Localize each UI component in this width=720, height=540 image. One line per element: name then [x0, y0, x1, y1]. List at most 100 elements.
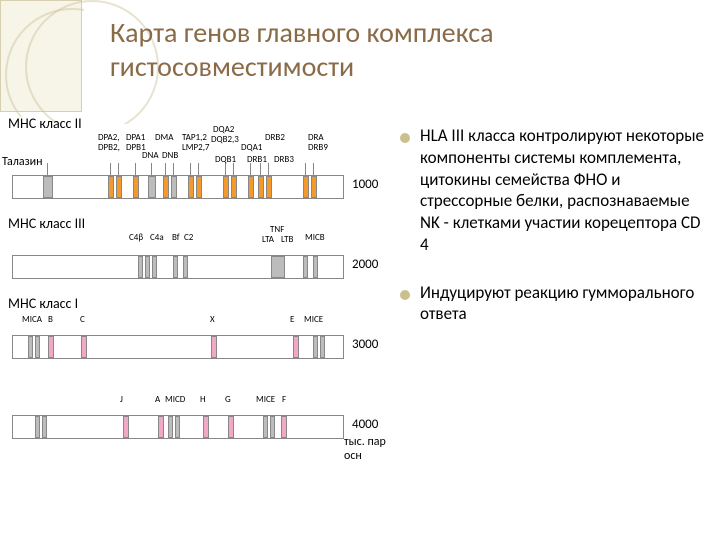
- gene-label: LTB: [281, 235, 293, 245]
- gene-segment: [35, 336, 40, 358]
- gene-label: MICE: [304, 315, 323, 325]
- scale-number: 3000: [352, 337, 378, 352]
- bullet-text: Индуцируют реакцию гумморального ответа: [420, 282, 712, 326]
- gene-segment: [43, 176, 53, 198]
- gene-label: C4a: [150, 233, 164, 243]
- scale-number: 1000: [352, 177, 378, 192]
- gene-map-diagram: ТалазинMHC класс IIDPA2,DPB2,DPA1DPB1DNA…: [0, 115, 390, 535]
- gene-label: Bf: [172, 233, 180, 243]
- gene-segment: [123, 416, 129, 438]
- gene-segment: [263, 416, 268, 438]
- gene-label: H: [200, 395, 206, 405]
- gene-segment: [196, 176, 202, 198]
- pointer-line: [118, 163, 119, 175]
- gene-segment: [231, 176, 237, 198]
- gene-segment: [203, 416, 209, 438]
- gene-label: X: [210, 315, 215, 325]
- gene-segment: [313, 336, 318, 358]
- gene-bar: [12, 415, 344, 439]
- gene-label: C2: [184, 233, 193, 243]
- gene-label: J: [120, 395, 123, 405]
- gene-segment: [320, 336, 325, 358]
- pointer-line: [47, 163, 48, 175]
- scale-number: 2000: [352, 257, 378, 272]
- gene-label: B: [48, 315, 53, 325]
- pointer-line: [165, 163, 166, 175]
- gene-segment: [271, 256, 285, 278]
- gene-segment: [133, 176, 139, 198]
- scale-number: 4000: [352, 417, 378, 432]
- gene-label: MICD: [165, 395, 185, 405]
- gene-label: DPB2,: [98, 143, 120, 153]
- gene-label: E: [290, 315, 294, 325]
- scale-unit: тыс. пар: [344, 435, 386, 449]
- gene-segment: [158, 416, 164, 438]
- gene-segment: [281, 416, 287, 438]
- gene-segment: [303, 176, 309, 198]
- gene-label: MICE: [256, 395, 275, 405]
- pointer-line: [313, 163, 314, 175]
- gene-label: DMA: [155, 133, 173, 143]
- gene-segment: [168, 416, 173, 438]
- bullet-item: HLA III класса контролируют некоторые ко…: [400, 125, 712, 256]
- bullet-list: HLA III класса контролируют некоторые ко…: [400, 125, 712, 351]
- pointer-line: [268, 163, 269, 175]
- gene-segment: [311, 176, 317, 198]
- bullet-text: HLA III класса контролируют некоторые ко…: [420, 125, 712, 256]
- gene-label: MICA: [22, 315, 42, 325]
- gene-segment: [188, 176, 194, 198]
- gene-label: DRB1: [247, 155, 267, 165]
- gene-segment: [266, 176, 272, 198]
- gene-label: F: [282, 395, 286, 405]
- gene-label: MICB: [305, 233, 325, 243]
- gene-segment: [35, 416, 40, 438]
- gene-bar: [12, 175, 344, 199]
- gene-segment: [152, 256, 157, 278]
- gene-segment: [138, 256, 143, 278]
- gene-segment: [173, 256, 178, 278]
- gene-segment: [42, 416, 47, 438]
- bullet-item: Индуцируют реакцию гумморального ответа: [400, 282, 712, 326]
- gene-label: G: [225, 395, 231, 405]
- gene-label: A: [155, 395, 160, 405]
- gene-label: DQB2,3: [211, 135, 239, 145]
- gene-segment: [108, 176, 114, 198]
- row-class-label: MHC класс II: [8, 115, 82, 132]
- bullet-dot-icon: [400, 133, 410, 143]
- gene-segment: [313, 256, 318, 278]
- gene-bar: [12, 335, 344, 359]
- bullet-dot-icon: [400, 290, 410, 300]
- gene-label: C: [80, 315, 85, 325]
- pointer-line: [110, 163, 111, 175]
- pointer-line: [173, 163, 174, 175]
- pointer-line: [151, 163, 152, 175]
- row-class-label: MHC класс I: [8, 295, 78, 312]
- gene-segment: [163, 176, 169, 198]
- gene-segment: [223, 176, 229, 198]
- gene-label: C4β: [129, 233, 143, 243]
- pointer-line: [135, 163, 136, 175]
- side-label: Талазин: [2, 155, 43, 169]
- gene-segment: [81, 336, 87, 358]
- slide-title: Карта генов главного комплекса гистосовм…: [110, 16, 700, 83]
- gene-label: DRB3: [274, 155, 294, 165]
- gene-segment: [293, 336, 299, 358]
- pointer-line: [198, 163, 199, 175]
- row-class-label: MHC класс III: [8, 215, 85, 232]
- gene-segment: [148, 176, 156, 198]
- gene-segment: [48, 336, 54, 358]
- gene-segment: [248, 176, 254, 198]
- gene-segment: [303, 256, 308, 278]
- gene-segment: [171, 176, 177, 198]
- gene-label: DNA: [142, 151, 159, 161]
- gene-segment: [270, 416, 275, 438]
- gene-label: DQA1: [241, 143, 262, 153]
- gene-label: LMP2,7: [182, 143, 210, 153]
- gene-segment: [183, 256, 188, 278]
- gene-segment: [116, 176, 122, 198]
- scale-unit: осн: [344, 449, 362, 463]
- gene-label: LTA: [262, 235, 274, 245]
- gene-segment: [175, 416, 180, 438]
- gene-label: DNB: [162, 151, 178, 161]
- slide-content: ТалазинMHC класс IIDPA2,DPB2,DPA1DPB1DNA…: [0, 115, 720, 535]
